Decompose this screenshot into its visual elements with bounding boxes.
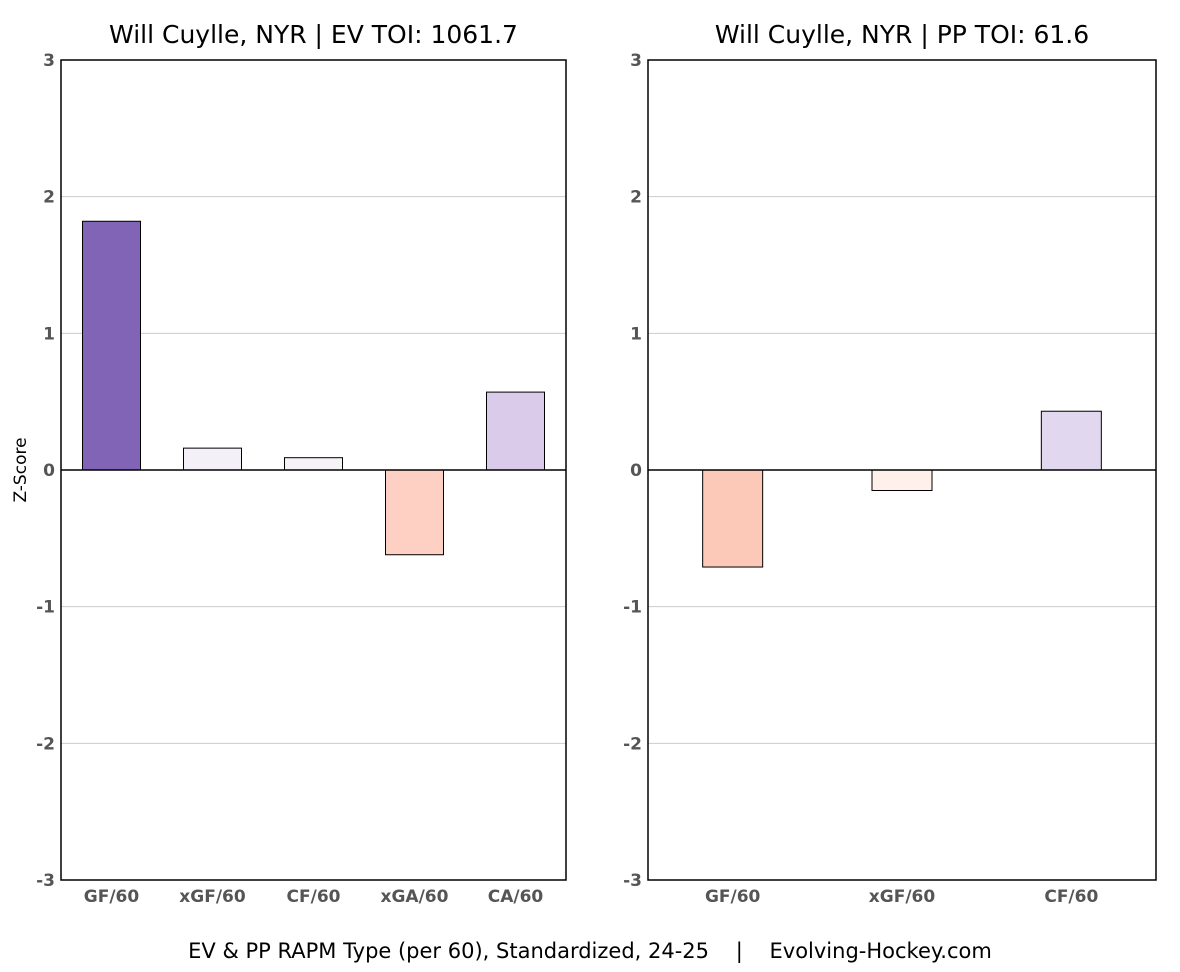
- chart-title: Will Cuylle, NYR | PP TOI: 61.6: [715, 20, 1089, 49]
- y-tick-label: -2: [623, 734, 642, 754]
- y-tick-label: 3: [630, 51, 642, 71]
- bar-cf-per-60: [1040, 410, 1102, 471]
- y-tick-label: 3: [43, 51, 55, 71]
- x-tick-label: GF/60: [84, 887, 140, 907]
- y-axis-label: Z-Score: [11, 437, 31, 502]
- x-tick-label: CF/60: [1044, 887, 1098, 907]
- x-tick-label: xGF/60: [179, 887, 246, 907]
- x-tick-label: GF/60: [705, 887, 761, 907]
- footer-caption: EV & PP RAPM Type (per 60), Standardized…: [188, 939, 992, 964]
- y-tick-label: 0: [630, 461, 642, 481]
- bar-xgf-per-60: [871, 469, 933, 491]
- x-tick-label: CF/60: [287, 887, 341, 907]
- bar-gf-per-60: [82, 220, 141, 471]
- y-tick-label: -3: [623, 871, 642, 891]
- chart-title: Will Cuylle, NYR | EV TOI: 1061.7: [109, 20, 518, 49]
- plot-frame: [60, 59, 567, 881]
- bar-xga-per-60: [385, 469, 444, 556]
- y-tick-label: -3: [36, 871, 55, 891]
- y-tick-label: 2: [43, 188, 55, 208]
- x-tick-label: xGA/60: [381, 887, 449, 907]
- bar-ca-per-60: [486, 391, 545, 471]
- plot-frame: [647, 59, 1157, 881]
- bar-xgf-per-60: [183, 447, 242, 471]
- bar-cf-per-60: [284, 457, 343, 471]
- bar-gf-per-60: [702, 469, 764, 568]
- y-tick-label: 1: [43, 324, 55, 344]
- y-tick-label: -1: [36, 598, 55, 618]
- y-tick-label: -1: [623, 598, 642, 618]
- y-tick-label: 1: [630, 324, 642, 344]
- x-tick-label: CA/60: [488, 887, 544, 907]
- x-tick-label: xGF/60: [869, 887, 936, 907]
- ev-rapm-panel: 3 2 1 0 -1 -2 -3 GF/60 xGF/60 CF/60 xGA/60 CA/60 Wil…: [11, 20, 567, 907]
- y-tick-label: 2: [630, 188, 642, 208]
- y-tick-label: -2: [36, 734, 55, 754]
- y-tick-label: 0: [43, 461, 55, 481]
- pp-rapm-panel: 3 2 1 0 -1 -2 -3 GF/60 xGF/60 CF/60 Will Cuylle, N…: [623, 20, 1157, 907]
